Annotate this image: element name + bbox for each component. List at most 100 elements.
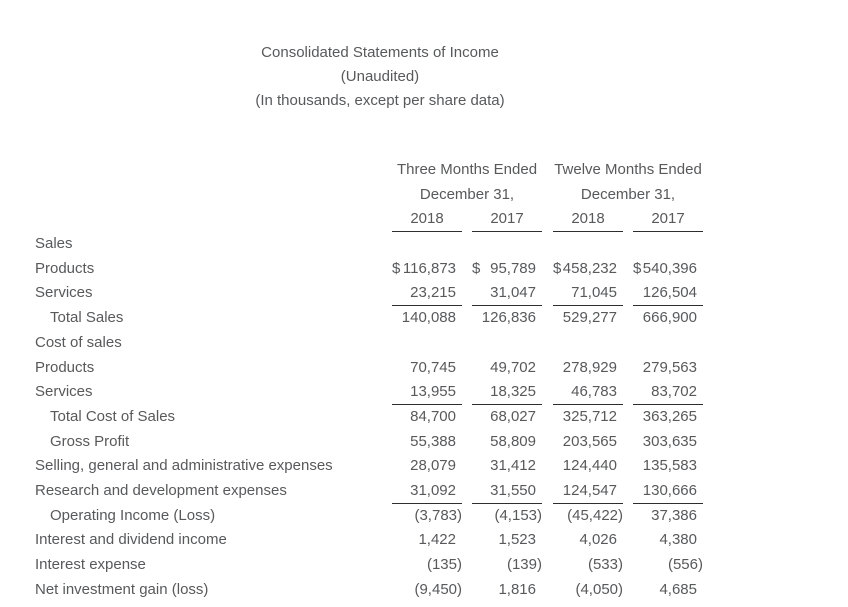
three-months-date: December 31, xyxy=(419,185,515,203)
year-header-3mo-2017: 2017 xyxy=(472,207,542,233)
cell-value: 71,045 xyxy=(553,281,623,307)
row-label: Operating Income (Loss) xyxy=(50,506,216,524)
row-label: Total Cost of Sales xyxy=(50,407,176,425)
date-header-row: December 31, December 31, xyxy=(35,183,703,208)
cell-value: 4,380 xyxy=(659,531,697,549)
cell-value: $458,232 xyxy=(553,257,623,282)
table-row: Net investment gain (loss) (9,450) 1,816 (4… xyxy=(35,578,703,603)
row-label: Research and development expenses xyxy=(35,481,287,499)
row-label: Selling, general and administrative expe… xyxy=(35,457,333,475)
table-row: Services 23,215 31,047 71,045 126,504 xyxy=(35,281,703,307)
cell-value: 325,712 xyxy=(562,407,617,425)
cell-value: (533) xyxy=(587,556,623,573)
year-header-row: 2018 2017 2018 2017 xyxy=(35,207,703,233)
cell-value: 13,955 xyxy=(392,380,462,405)
cell-value xyxy=(472,232,542,257)
cell-value: 126,504 xyxy=(633,281,703,307)
table-row: Operating Income (Loss) (3,783) (4,153) (45… xyxy=(35,504,703,529)
cell-value: 83,702 xyxy=(633,380,703,405)
table-row: Sales xyxy=(35,232,703,257)
statement-rows: Sales Products $116,873 $95,789 $458,232 $540… xyxy=(35,232,703,602)
table-row: Gross Profit 55,388 58,809 203,565 303,635 xyxy=(35,430,703,455)
cell-number: 116,873 xyxy=(402,260,456,278)
year-header-3mo-2018: 2018 xyxy=(392,207,462,233)
income-statement-table: Three Months Ended Twelve Months Ended D… xyxy=(35,158,703,602)
row-label: Gross Profit xyxy=(50,432,130,450)
cell-value: 28,079 xyxy=(410,457,456,475)
cell-value: 124,547 xyxy=(553,479,623,504)
row-label: Sales xyxy=(35,235,73,253)
row-label: Products xyxy=(35,259,95,277)
cell-value: 31,412 xyxy=(490,457,536,475)
cell-value: (4,050) xyxy=(575,580,623,598)
cell-value: $540,396 xyxy=(633,257,703,282)
year-header-12mo-2017: 2017 xyxy=(633,207,703,233)
cell-value: 529,277 xyxy=(562,309,617,327)
cell-value: 31,092 xyxy=(392,479,462,504)
row-label: Services xyxy=(35,383,93,401)
cell-value: (3,783) xyxy=(414,506,462,524)
cell-value xyxy=(633,331,703,356)
cell-value xyxy=(472,331,542,356)
document-title-block: Consolidated Statements of Income (Unaud… xyxy=(0,41,760,113)
table-row: Interest and dividend income 1,422 1,523 4,… xyxy=(35,528,703,553)
cell-value: 49,702 xyxy=(490,358,536,376)
cell-value: 68,027 xyxy=(490,407,536,425)
dollar-sign: $ xyxy=(633,260,642,278)
cell-value xyxy=(553,232,623,257)
dollar-sign: $ xyxy=(392,260,401,278)
row-label: Products xyxy=(35,358,95,376)
table-row: Cost of sales xyxy=(35,331,703,356)
cell-value xyxy=(553,331,623,356)
cell-value: 1,523 xyxy=(498,531,536,549)
cell-value: $116,873 xyxy=(392,257,462,282)
title-line-2: (Unaudited) xyxy=(340,68,420,85)
cell-value: (9,450) xyxy=(414,580,462,598)
cell-value xyxy=(633,232,703,257)
cell-value: 4,026 xyxy=(579,531,617,549)
cell-value: 37,386 xyxy=(651,506,697,524)
header-spacer xyxy=(35,207,392,232)
cell-value: 1,816 xyxy=(498,580,536,598)
header-gap xyxy=(542,158,553,183)
three-months-header: Three Months Ended xyxy=(396,161,538,178)
table-row: Products 70,745 49,702 278,929 279,563 xyxy=(35,356,703,381)
title-line-3: (In thousands, except per share data) xyxy=(255,92,505,109)
cell-value: 84,700 xyxy=(410,407,456,425)
row-label: Interest and dividend income xyxy=(35,531,227,549)
cell-value: (556) xyxy=(667,556,703,573)
cell-value: 58,809 xyxy=(490,432,536,450)
period-header-row: Three Months Ended Twelve Months Ended xyxy=(35,158,703,183)
twelve-months-date: December 31, xyxy=(580,185,676,203)
cell-value: $95,789 xyxy=(472,257,542,282)
dollar-sign: $ xyxy=(472,260,481,278)
cell-value: 278,929 xyxy=(562,358,617,376)
cell-value: 135,583 xyxy=(642,457,697,475)
cell-value: 55,388 xyxy=(410,432,456,450)
table-row: Research and development expenses 31,092 3… xyxy=(35,479,703,504)
cell-value: 363,265 xyxy=(642,407,697,425)
cell-value: 666,900 xyxy=(642,309,697,327)
row-label: Services xyxy=(35,284,93,302)
cell-value: 1,422 xyxy=(418,531,456,549)
cell-value xyxy=(392,331,462,356)
twelve-months-header: Twelve Months Ended xyxy=(554,161,702,178)
header-spacer xyxy=(35,158,392,183)
cell-value: (139) xyxy=(506,556,542,573)
header-gap xyxy=(542,183,553,208)
table-row: Total Cost of Sales 84,700 68,027 325,712 36… xyxy=(35,405,703,430)
cell-value: (45,422) xyxy=(567,506,623,524)
cell-number: 540,396 xyxy=(642,260,697,278)
cell-value xyxy=(392,232,462,257)
cell-number: 458,232 xyxy=(562,260,617,278)
header-spacer xyxy=(35,183,392,208)
table-row: Interest expense (135) (139) (533) (556) xyxy=(35,553,703,578)
cell-value: 18,325 xyxy=(472,380,542,405)
cell-value: 46,783 xyxy=(553,380,623,405)
year-header-12mo-2018: 2018 xyxy=(553,207,623,233)
row-label: Interest expense xyxy=(35,556,146,573)
cell-value: 4,685 xyxy=(659,580,697,598)
table-row: Selling, general and administrative expe… xyxy=(35,454,703,479)
cell-value: 203,565 xyxy=(562,432,617,450)
